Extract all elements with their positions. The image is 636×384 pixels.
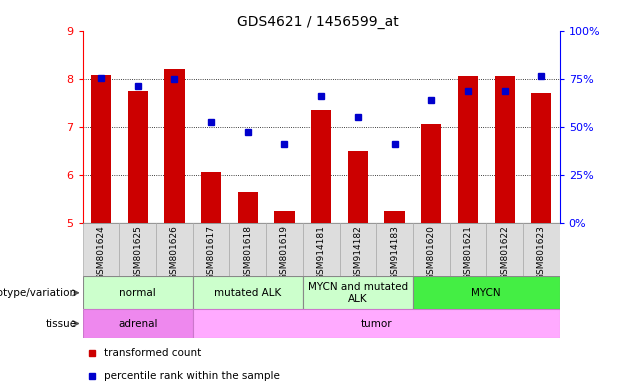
Bar	[523, 223, 560, 276]
Bar	[421, 124, 441, 223]
Bar	[230, 223, 266, 276]
Text: tumor: tumor	[361, 318, 392, 329]
Text: genotype/variation: genotype/variation	[0, 288, 76, 298]
Text: GSM801621: GSM801621	[464, 225, 473, 280]
Text: transformed count: transformed count	[104, 348, 202, 358]
Text: GSM801624: GSM801624	[97, 225, 106, 280]
Text: adrenal: adrenal	[118, 318, 158, 329]
Text: mutated ALK: mutated ALK	[214, 288, 281, 298]
Bar	[458, 76, 478, 223]
Text: MYCN: MYCN	[471, 288, 501, 298]
Bar	[156, 223, 193, 276]
Bar	[238, 192, 258, 223]
Text: GSM801623: GSM801623	[537, 225, 546, 280]
Text: GSM801625: GSM801625	[133, 225, 142, 280]
Bar	[303, 276, 413, 309]
Bar	[128, 91, 148, 223]
Bar	[311, 110, 331, 223]
Bar	[201, 172, 221, 223]
Bar	[164, 69, 184, 223]
Bar	[193, 223, 230, 276]
Bar	[340, 223, 377, 276]
Bar	[83, 223, 120, 276]
Text: MYCN and mutated
ALK: MYCN and mutated ALK	[308, 282, 408, 304]
Bar	[274, 211, 294, 223]
Bar	[91, 75, 111, 223]
Text: GSM801618: GSM801618	[244, 225, 252, 280]
Text: GSM914182: GSM914182	[354, 225, 363, 280]
Text: GSM801620: GSM801620	[427, 225, 436, 280]
Bar	[531, 93, 551, 223]
Text: GSM801622: GSM801622	[500, 225, 509, 280]
Text: GSM914181: GSM914181	[317, 225, 326, 280]
Bar	[266, 223, 303, 276]
Bar	[377, 223, 413, 276]
Bar	[385, 211, 404, 223]
Bar	[193, 309, 560, 338]
Bar	[495, 76, 515, 223]
Text: tissue: tissue	[45, 318, 76, 329]
Bar	[413, 223, 450, 276]
Bar	[348, 151, 368, 223]
Bar	[487, 223, 523, 276]
Bar	[120, 223, 156, 276]
Bar	[83, 276, 193, 309]
Bar	[303, 223, 340, 276]
Bar	[193, 276, 303, 309]
Text: GSM801626: GSM801626	[170, 225, 179, 280]
Text: normal: normal	[120, 288, 156, 298]
Text: GSM914183: GSM914183	[390, 225, 399, 280]
Bar	[413, 276, 560, 309]
Bar	[450, 223, 487, 276]
Text: GDS4621 / 1456599_at: GDS4621 / 1456599_at	[237, 15, 399, 29]
Text: GSM801619: GSM801619	[280, 225, 289, 280]
Text: GSM801617: GSM801617	[207, 225, 216, 280]
Text: percentile rank within the sample: percentile rank within the sample	[104, 371, 280, 381]
Bar	[83, 309, 193, 338]
